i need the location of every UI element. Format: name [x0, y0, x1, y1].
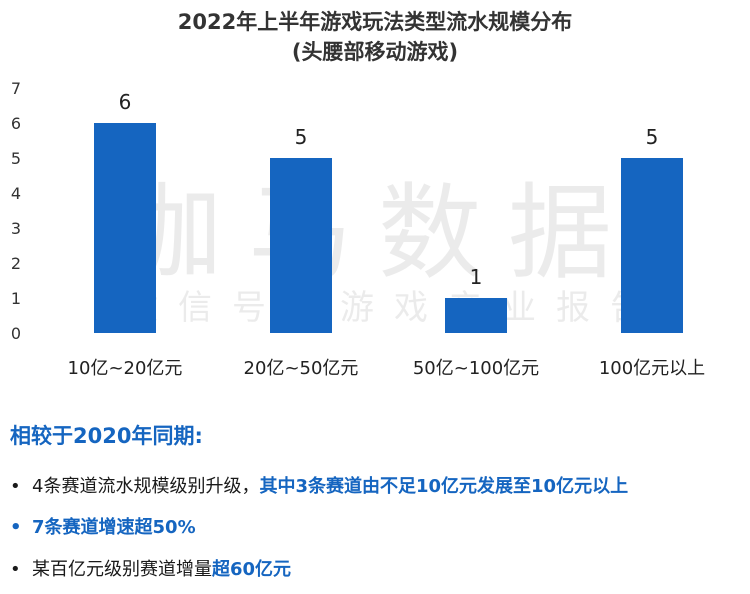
watermark-sub: 微信号：游戏产业报告 — [124, 288, 664, 328]
y-tick-label: 3 — [11, 219, 21, 238]
bullet-dot: • — [10, 559, 21, 580]
chart-title: 2022年上半年游戏玩法类型流水规模分布 — [177, 10, 573, 34]
summary-bullet: • 某百亿元级别赛道增量超60亿元 — [10, 555, 291, 581]
bullet-highlight: 超60亿元 — [212, 559, 292, 580]
bullet-text: 某百亿元级别赛道增量 — [32, 559, 212, 580]
y-tick-label: 0 — [11, 324, 21, 343]
bar — [270, 158, 332, 333]
data-label: 1 — [470, 265, 483, 289]
bullet-highlight: 其中3条赛道由不足10亿元发展至10亿元以上 — [259, 476, 629, 497]
summary-bullet: • 7条赛道增速超50% — [10, 513, 196, 539]
y-tick-label: 5 — [11, 149, 21, 168]
y-tick-label: 1 — [11, 289, 21, 308]
bar-chart: 0 1 2 3 4 5 6 7 6 10亿~20亿元 5 20亿~50亿元 1 50亿~100亿元 5 100… — [11, 79, 705, 379]
y-tick-label: 2 — [11, 254, 21, 273]
y-tick-label: 6 — [11, 114, 21, 133]
bullet-dot: • — [10, 476, 21, 497]
bar — [94, 123, 156, 333]
x-tick-label: 100亿元以上 — [599, 358, 705, 379]
bar — [621, 158, 683, 333]
data-label: 5 — [295, 125, 308, 149]
watermark-main: 伽马数据 — [118, 172, 639, 294]
bullet-dot: • — [10, 517, 22, 538]
bar — [445, 298, 507, 333]
bullet-text: 7条赛道增速超50% — [32, 517, 196, 538]
data-label: 5 — [646, 125, 659, 149]
y-tick-label: 4 — [11, 184, 21, 203]
x-tick-label: 20亿~50亿元 — [244, 358, 359, 379]
y-tick-label: 7 — [11, 79, 21, 98]
data-label: 6 — [119, 90, 132, 114]
x-tick-label: 10亿~20亿元 — [68, 358, 183, 379]
chart-subtitle: (头腰部移动游戏) — [291, 40, 459, 64]
bullet-text: 4条赛道流水规模级别升级， — [32, 476, 260, 497]
summary-bullet: • 4条赛道流水规模级别升级，其中3条赛道由不足10亿元发展至10亿元以上 — [10, 472, 628, 498]
x-tick-label: 50亿~100亿元 — [413, 358, 539, 379]
summary-heading: 相较于2020年同期: — [10, 424, 203, 448]
